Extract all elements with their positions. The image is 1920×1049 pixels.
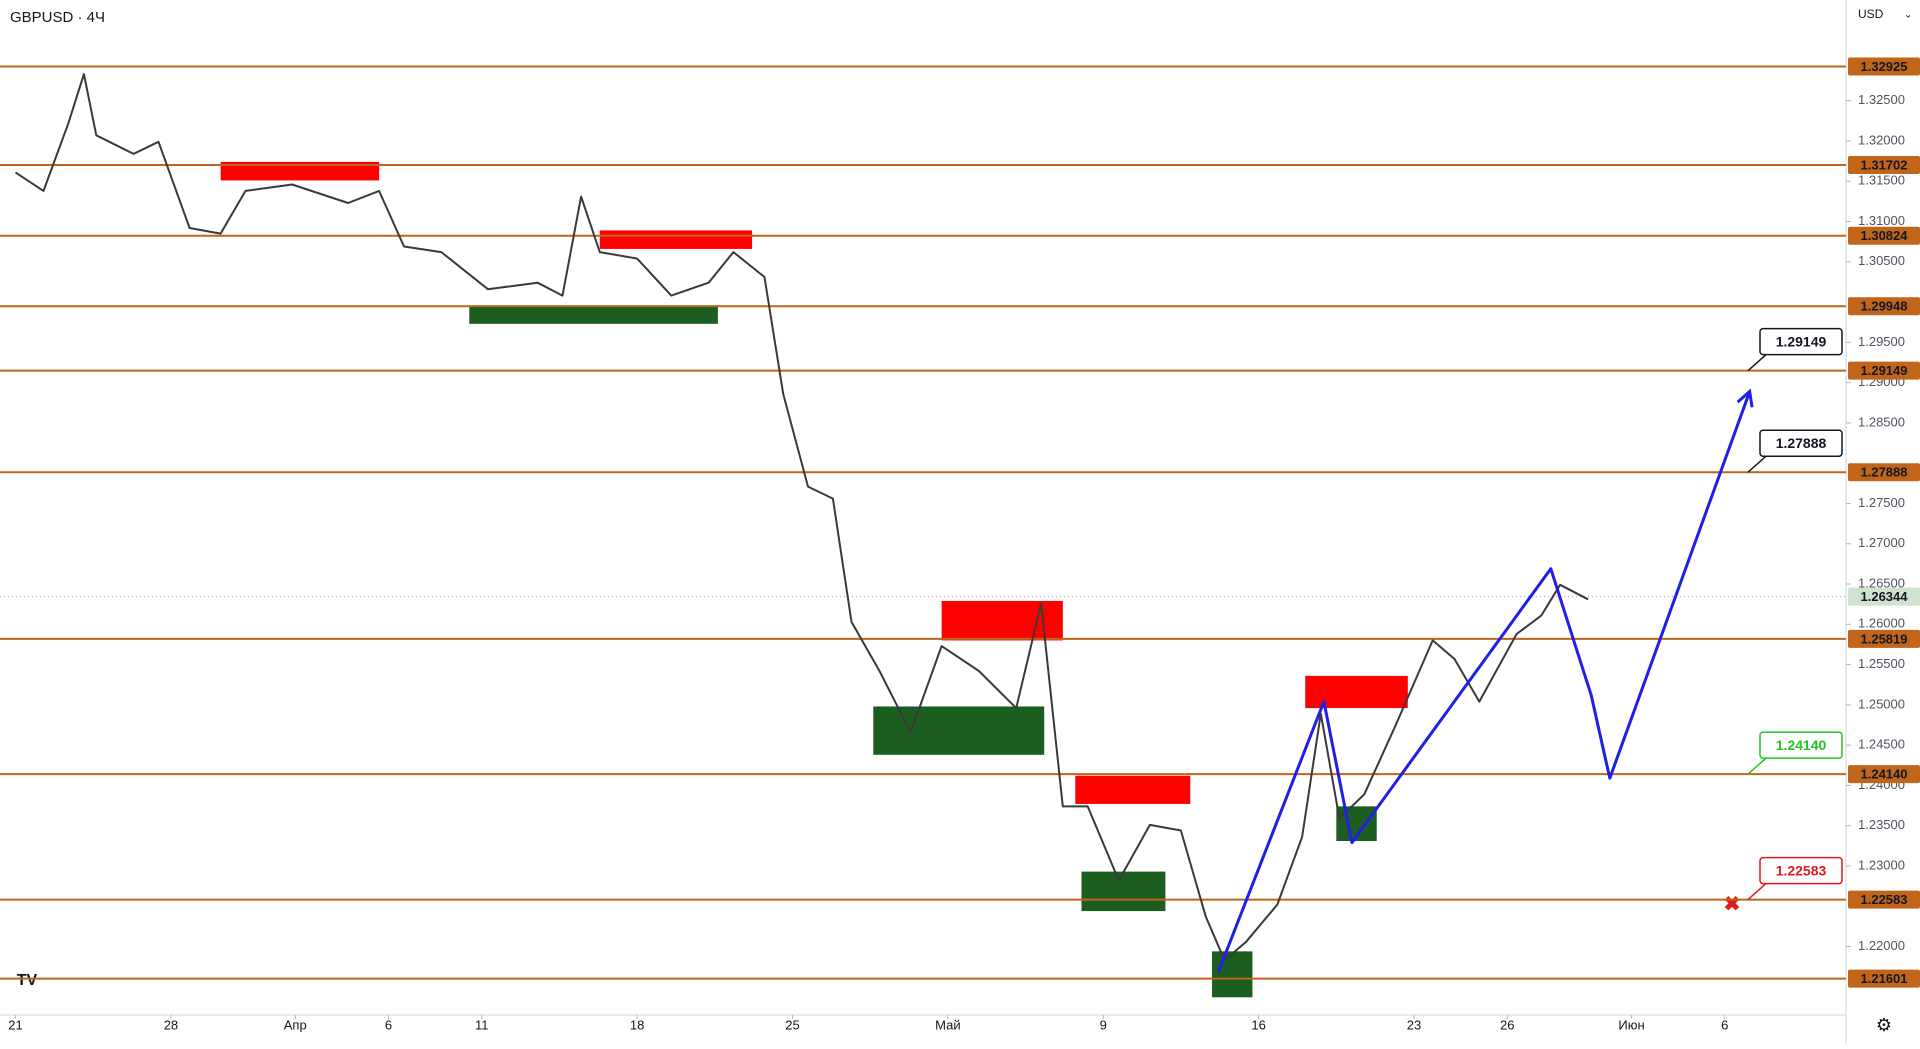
level-label-bg bbox=[1848, 629, 1920, 648]
currency-menu[interactable]: ⌄ bbox=[1904, 10, 1912, 21]
level-label-bg bbox=[1848, 361, 1920, 380]
callout-label: 1.27888 bbox=[1776, 435, 1827, 451]
level-label: 1.25819 bbox=[1861, 631, 1908, 646]
last-price-bg bbox=[1848, 587, 1920, 606]
zone bbox=[599, 230, 753, 249]
y-tick-label: 1.23500 bbox=[1858, 817, 1905, 832]
projection-arrowhead bbox=[1736, 388, 1754, 408]
x-tick-label: 21 bbox=[8, 1017, 22, 1032]
y-tick-label: 1.31000 bbox=[1858, 213, 1905, 228]
level-label-bg bbox=[1848, 57, 1920, 76]
level-label: 1.22583 bbox=[1861, 892, 1908, 907]
level-label: 1.31702 bbox=[1861, 157, 1908, 172]
callout-pointer bbox=[1747, 354, 1767, 372]
callout-box bbox=[1759, 731, 1843, 759]
level-label: 1.30824 bbox=[1861, 228, 1909, 243]
level-label: 1.21601 bbox=[1861, 971, 1908, 986]
callout-label: 1.24140 bbox=[1776, 737, 1827, 753]
y-tick-label: 1.27500 bbox=[1858, 495, 1905, 510]
x-tick-label: 28 bbox=[164, 1017, 178, 1032]
y-tick-label: 1.27000 bbox=[1858, 535, 1905, 550]
level-label: 1.29948 bbox=[1861, 299, 1908, 314]
zone bbox=[1305, 675, 1408, 709]
y-tick-label: 1.26000 bbox=[1858, 616, 1905, 631]
y-tick-label: 1.28500 bbox=[1858, 414, 1905, 429]
logo-mark[interactable]: TV bbox=[17, 972, 38, 989]
y-tick-label: 1.26500 bbox=[1858, 575, 1905, 590]
y-tick-label: 1.32500 bbox=[1858, 92, 1905, 107]
level-label-bg bbox=[1848, 226, 1920, 245]
level-label-bg bbox=[1848, 969, 1920, 988]
level-label: 1.24140 bbox=[1861, 767, 1908, 782]
level-label-bg bbox=[1848, 297, 1920, 316]
x-tick-label: 25 bbox=[785, 1017, 799, 1032]
y-tick-label: 1.32000 bbox=[1858, 132, 1905, 147]
callout-pointer bbox=[1747, 757, 1767, 775]
x-tick-label: 6 bbox=[1721, 1017, 1728, 1032]
zone bbox=[1075, 775, 1191, 804]
x-tick-label: 26 bbox=[1500, 1017, 1514, 1032]
series-line bbox=[1216, 390, 1752, 973]
callout-box bbox=[1759, 327, 1843, 356]
level-label: 1.32925 bbox=[1861, 59, 1908, 74]
y-tick-label: 1.24500 bbox=[1858, 737, 1905, 752]
x-tick-label: Май bbox=[935, 1017, 960, 1032]
y-tick-label: 1.29500 bbox=[1858, 334, 1905, 349]
x-tick-label: 23 bbox=[1407, 1017, 1421, 1032]
settings-icon[interactable]: ⚙ bbox=[1876, 1015, 1892, 1035]
series-line bbox=[14, 73, 1589, 962]
zone bbox=[220, 161, 380, 181]
y-tick-label: 1.25500 bbox=[1858, 656, 1905, 671]
y-tick-label: 1.30500 bbox=[1858, 253, 1905, 268]
callout-box bbox=[1759, 429, 1843, 457]
level-label: 1.27888 bbox=[1861, 465, 1908, 480]
stop-marker: ✖ bbox=[1724, 893, 1741, 915]
y-tick-label: 1.31500 bbox=[1858, 173, 1905, 188]
level-label-bg bbox=[1848, 890, 1920, 909]
x-tick-label: 6 bbox=[385, 1017, 392, 1032]
currency-label: USD bbox=[1858, 7, 1884, 21]
callout-label: 1.29149 bbox=[1776, 333, 1827, 349]
zone bbox=[469, 305, 718, 324]
x-tick-label: 11 bbox=[475, 1017, 489, 1032]
callout-pointer bbox=[1747, 883, 1767, 901]
y-tick-label: 1.23000 bbox=[1858, 857, 1905, 872]
callout-box bbox=[1759, 856, 1843, 885]
y-tick-label: 1.22000 bbox=[1858, 938, 1905, 953]
callout-label: 1.22583 bbox=[1776, 862, 1827, 878]
level-label: 1.29149 bbox=[1861, 363, 1908, 378]
logo[interactable] bbox=[10, 968, 44, 992]
chart-title: GBPUSD · 4Ч bbox=[10, 9, 105, 26]
level-label-bg bbox=[1848, 765, 1920, 784]
x-tick-label: 16 bbox=[1251, 1017, 1265, 1032]
callout-pointer bbox=[1747, 455, 1767, 473]
zone bbox=[1212, 951, 1253, 998]
last-price-label: 1.26344 bbox=[1861, 589, 1909, 604]
x-tick-label: Июн bbox=[1618, 1017, 1644, 1032]
x-tick-label: 9 bbox=[1100, 1017, 1107, 1032]
zone bbox=[1081, 871, 1166, 912]
y-tick-label: 1.25000 bbox=[1858, 696, 1905, 711]
level-label-bg bbox=[1848, 463, 1920, 482]
zone bbox=[873, 706, 1045, 755]
level-label-bg bbox=[1848, 155, 1920, 174]
x-tick-label: Апр bbox=[284, 1017, 307, 1032]
x-tick-label: 18 bbox=[630, 1017, 644, 1032]
